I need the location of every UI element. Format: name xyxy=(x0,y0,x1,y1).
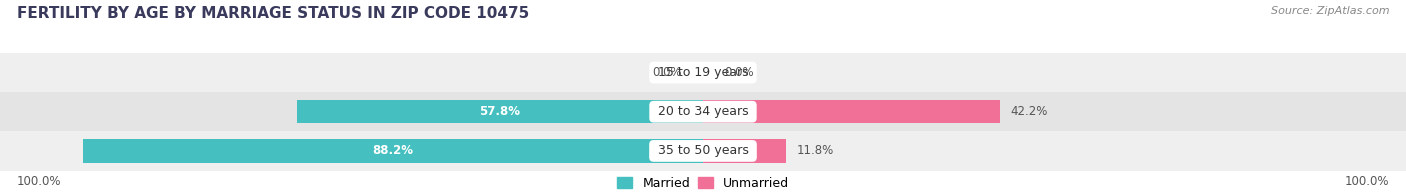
Text: 100.0%: 100.0% xyxy=(1344,175,1389,188)
Text: 57.8%: 57.8% xyxy=(479,105,520,118)
Text: 20 to 34 years: 20 to 34 years xyxy=(654,105,752,118)
Text: FERTILITY BY AGE BY MARRIAGE STATUS IN ZIP CODE 10475: FERTILITY BY AGE BY MARRIAGE STATUS IN Z… xyxy=(17,6,529,21)
Text: 42.2%: 42.2% xyxy=(1010,105,1047,118)
Bar xyxy=(0,131,1406,171)
Text: 0.0%: 0.0% xyxy=(724,66,754,79)
Bar xyxy=(83,139,703,163)
Legend: Married, Unmarried: Married, Unmarried xyxy=(617,177,789,190)
Text: 88.2%: 88.2% xyxy=(373,144,413,157)
Text: 100.0%: 100.0% xyxy=(17,175,62,188)
Bar xyxy=(297,100,703,123)
Bar xyxy=(703,139,786,163)
Text: 35 to 50 years: 35 to 50 years xyxy=(654,144,752,157)
Bar xyxy=(703,100,1000,123)
Text: 11.8%: 11.8% xyxy=(796,144,834,157)
Bar xyxy=(0,92,1406,131)
Bar xyxy=(0,53,1406,92)
Text: 0.0%: 0.0% xyxy=(652,66,682,79)
Text: 15 to 19 years: 15 to 19 years xyxy=(654,66,752,79)
Text: Source: ZipAtlas.com: Source: ZipAtlas.com xyxy=(1271,6,1389,16)
